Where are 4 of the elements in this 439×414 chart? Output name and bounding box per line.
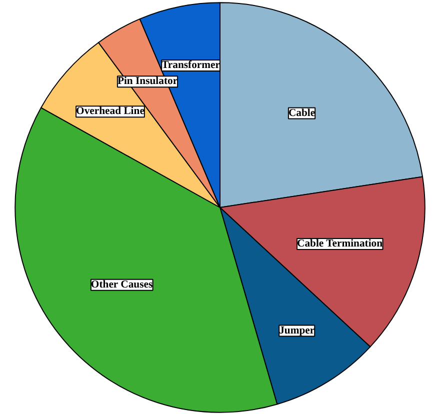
slice-label: Other Causes xyxy=(90,279,153,290)
slice-label: Cable Termination xyxy=(297,238,383,250)
slice-label: Overhead Line xyxy=(76,106,145,118)
slice-label: Transformer xyxy=(162,60,220,72)
